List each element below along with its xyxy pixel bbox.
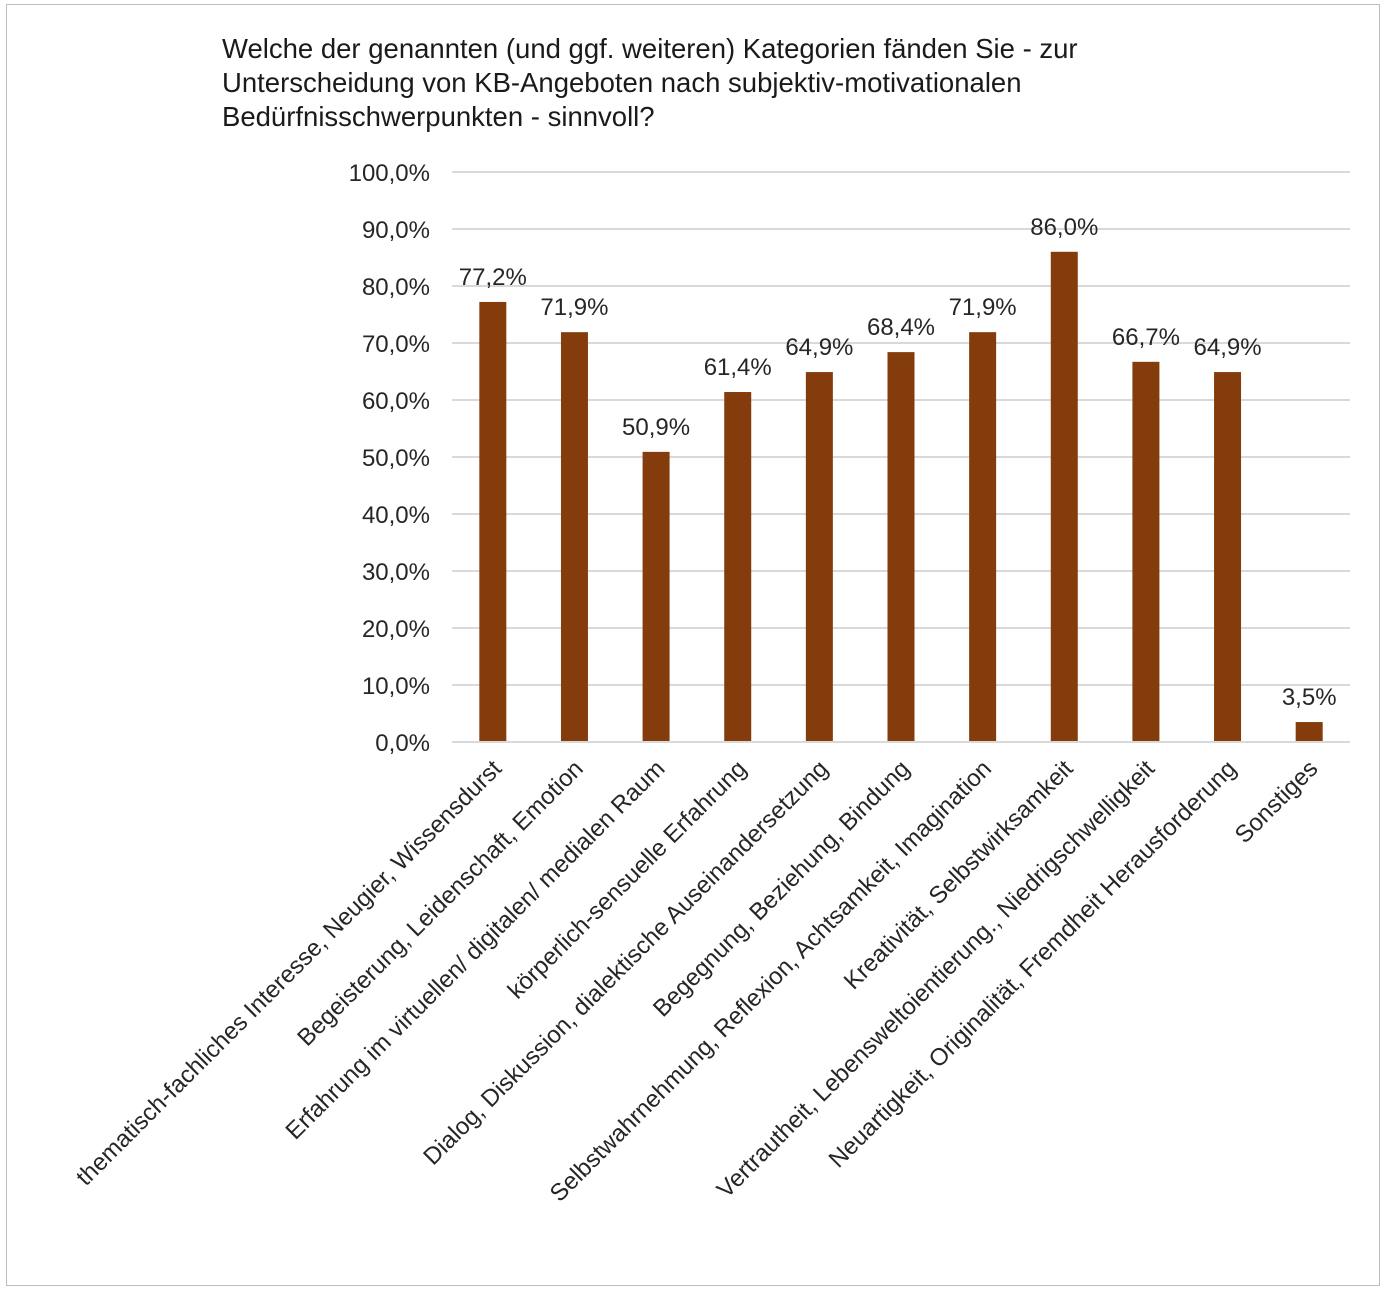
y-tick-label: 90,0% bbox=[362, 217, 430, 244]
y-tick-label: 80,0% bbox=[362, 274, 430, 301]
bar bbox=[1214, 372, 1242, 742]
y-tick-label: 0,0% bbox=[375, 730, 430, 757]
data-label: 3,5% bbox=[1282, 684, 1337, 711]
y-tick-label: 100,0% bbox=[349, 160, 430, 187]
data-label: 64,9% bbox=[785, 334, 853, 361]
bar bbox=[805, 372, 833, 742]
category-labels: thematisch-fachliches Interesse, Neugier… bbox=[71, 755, 1323, 1207]
bar bbox=[969, 332, 997, 742]
y-tick-label: 50,0% bbox=[362, 445, 430, 472]
y-tick-label: 40,0% bbox=[362, 502, 430, 529]
data-label: 71,9% bbox=[540, 294, 608, 321]
data-label: 64,9% bbox=[1194, 334, 1262, 361]
y-tick-label: 20,0% bbox=[362, 616, 430, 643]
data-label: 66,7% bbox=[1112, 324, 1180, 351]
data-label: 68,4% bbox=[867, 314, 935, 341]
data-label: 71,9% bbox=[949, 294, 1017, 321]
chart-title-line-3: Bedürfnisschwerpunkten - sinnvoll? bbox=[222, 101, 655, 132]
bar bbox=[887, 352, 915, 742]
chart-title: Welche der genannten (und ggf. weiteren)… bbox=[222, 32, 1222, 134]
y-tick-label: 10,0% bbox=[362, 673, 430, 700]
y-tick-label: 30,0% bbox=[362, 559, 430, 586]
x-category-label: Begeisterung, Leidenschaft, Emotion bbox=[292, 755, 588, 1051]
y-tick-label: 70,0% bbox=[362, 331, 430, 358]
bar bbox=[1132, 361, 1160, 742]
x-category-label: Erfahrung im virtuellen/ digitalen/ medi… bbox=[281, 755, 671, 1145]
data-label: 50,9% bbox=[622, 414, 690, 441]
data-labels: 77,2% 71,9% 50,9% 61,4% 64,9% 68,4% 71,9% 86,0%… bbox=[459, 214, 1337, 711]
bars bbox=[479, 251, 1323, 743]
x-category-label: Sonstiges bbox=[1230, 755, 1324, 849]
bar bbox=[560, 332, 588, 742]
data-label: 61,4% bbox=[704, 354, 772, 381]
data-label: 86,0% bbox=[1030, 214, 1098, 241]
bar bbox=[1295, 722, 1323, 742]
y-axis-tick-labels: 0,0% 10,0% 20,0% 30,0% 40,0% 50,0% 60,0% 70,0% 8… bbox=[349, 160, 430, 757]
bar bbox=[479, 301, 507, 742]
chart-title-line-2: Unterscheidung von KB-Angeboten nach sub… bbox=[222, 67, 1022, 98]
bar bbox=[1050, 251, 1078, 743]
data-label: 77,2% bbox=[459, 264, 527, 291]
y-tick-label: 60,0% bbox=[362, 388, 430, 415]
bar bbox=[724, 392, 752, 742]
chart-title-line-1: Welche der genannten (und ggf. weiteren)… bbox=[222, 33, 1078, 64]
bar bbox=[642, 451, 670, 742]
